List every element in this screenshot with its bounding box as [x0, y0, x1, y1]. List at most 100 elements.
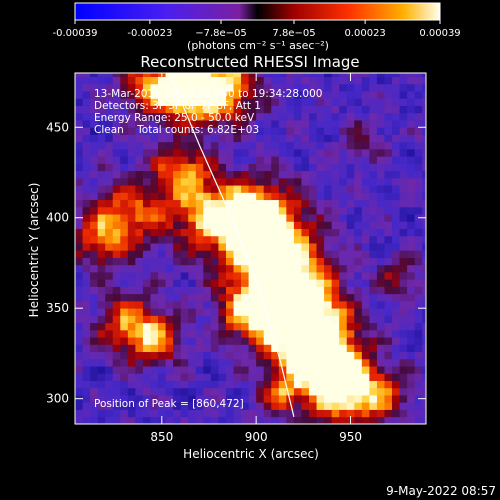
heatmap-cell: [188, 264, 197, 273]
heatmap-cell: [173, 214, 182, 222]
heatmap-cell: [271, 257, 280, 266]
heatmap-cell: [142, 402, 151, 410]
heatmap-cell: [195, 286, 204, 295]
heatmap-cell: [180, 409, 189, 418]
heatmap-cell: [263, 387, 272, 396]
heatmap-cell: [369, 387, 378, 396]
heatmap-cell: [331, 264, 340, 273]
heatmap-cell: [233, 170, 242, 179]
heatmap-cell: [369, 308, 378, 316]
heatmap-cell: [399, 221, 408, 229]
heatmap-cell: [301, 91, 310, 99]
heatmap-cell: [210, 402, 219, 410]
heatmap-cell: [263, 264, 272, 273]
heatmap-cell: [316, 308, 325, 316]
heatmap-cell: [376, 177, 385, 186]
heatmap-cell: [278, 373, 287, 381]
heatmap-cell: [278, 416, 287, 424]
colorbar-tick-label: -0.00023: [127, 28, 172, 39]
heatmap-cell: [188, 322, 197, 331]
heatmap-cell: [422, 351, 426, 360]
heatmap-cell: [392, 112, 400, 121]
heatmap-cell: [414, 127, 423, 135]
heatmap-cell: [158, 250, 166, 258]
heatmap-cell: [180, 250, 189, 258]
heatmap-cell: [165, 199, 174, 208]
heatmap-cell: [324, 380, 333, 389]
heatmap-cell: [369, 199, 378, 208]
heatmap-cell: [248, 83, 257, 92]
heatmap-cell: [90, 221, 99, 229]
heatmap-cell: [203, 141, 212, 150]
heatmap-cell: [309, 91, 317, 99]
heatmap-cell: [188, 300, 197, 309]
heatmap-cell: [263, 91, 272, 99]
heatmap-cell: [188, 243, 197, 251]
heatmap-cell: [301, 358, 310, 367]
heatmap-cell: [293, 112, 302, 121]
heatmap-cell: [309, 409, 317, 418]
heatmap-cell: [376, 163, 385, 172]
heatmap-cell: [241, 112, 250, 121]
heatmap-cell: [127, 322, 136, 331]
heatmap-cell: [414, 358, 423, 367]
heatmap-cell: [203, 206, 212, 215]
heatmap-cell: [203, 308, 212, 316]
heatmap-cell: [271, 279, 280, 287]
heatmap-cell: [203, 228, 212, 237]
heatmap-cell: [346, 286, 355, 295]
heatmap-cell: [376, 279, 385, 287]
heatmap-cell: [241, 257, 250, 266]
heatmap-cell: [97, 141, 106, 150]
heatmap-cell: [399, 286, 408, 295]
heatmap-cell: [422, 134, 426, 143]
heatmap-cell: [331, 228, 340, 237]
heatmap-cell: [361, 170, 370, 179]
heatmap-cell: [324, 134, 333, 143]
heatmap-cell: [369, 344, 378, 353]
heatmap-cell: [120, 134, 129, 143]
heatmap-cell: [210, 264, 219, 273]
heatmap-cell: [248, 358, 257, 367]
heatmap-cell: [225, 257, 234, 266]
heatmap-cell: [188, 250, 197, 258]
heatmap-cell: [376, 192, 385, 201]
heatmap-cell: [278, 337, 287, 345]
heatmap-cell: [422, 228, 426, 237]
heatmap-cell: [301, 402, 310, 410]
heatmap-cell: [142, 257, 151, 266]
heatmap-cell: [422, 199, 426, 208]
heatmap-cell: [142, 264, 151, 273]
heatmap-cell: [316, 409, 325, 418]
heatmap-cell: [339, 416, 348, 424]
heatmap-cell: [180, 293, 189, 302]
heatmap-cell: [203, 177, 212, 186]
heatmap-cell: [210, 250, 219, 258]
heatmap-cell: [263, 409, 272, 418]
heatmap-cell: [346, 257, 355, 266]
heatmap-cell: [241, 416, 250, 424]
heatmap-cell: [316, 228, 325, 237]
heatmap-cell: [135, 366, 144, 374]
heatmap-cell: [112, 120, 121, 128]
heatmap-cell: [293, 358, 302, 367]
heatmap-cell: [293, 192, 302, 201]
heatmap-cell: [361, 76, 370, 85]
heatmap-cell: [105, 358, 114, 367]
heatmap-cell: [241, 337, 250, 345]
heatmap-cell: [324, 214, 333, 222]
heatmap-cell: [127, 148, 136, 157]
heatmap-cell: [278, 134, 287, 143]
heatmap-cell: [346, 373, 355, 381]
heatmap-cell: [97, 366, 106, 374]
heatmap-cell: [346, 134, 355, 143]
heatmap-cell: [286, 380, 295, 389]
heatmap-cell: [271, 366, 280, 374]
heatmap-cell: [233, 272, 242, 280]
heatmap-cell: [142, 83, 151, 92]
colorbar: -0.00039 -0.00023 −7.8e−05 7.8e−05 0.00023 0.…: [53, 2, 461, 52]
heatmap-cell: [218, 250, 227, 258]
heatmap-cell: [414, 366, 423, 374]
heatmap-cell: [225, 206, 234, 215]
heatmap-cell: [173, 387, 182, 396]
